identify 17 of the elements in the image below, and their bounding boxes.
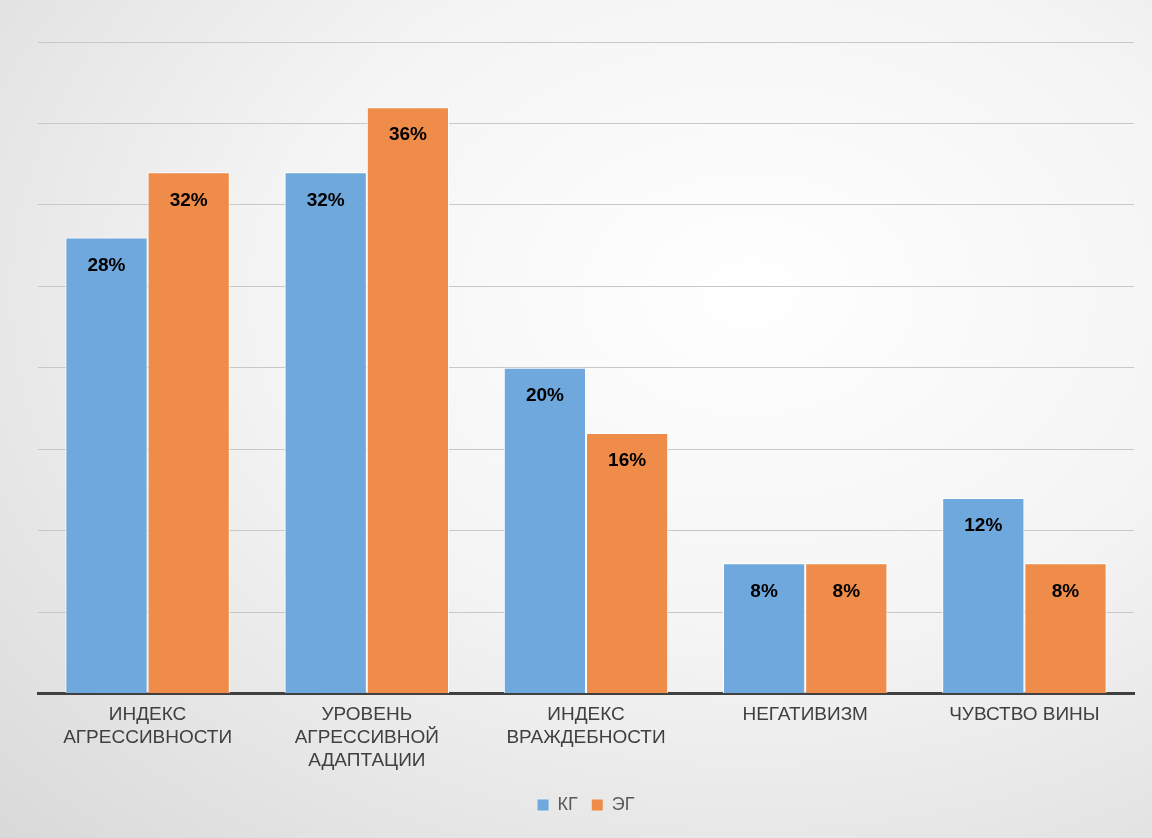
data-label: 12%	[964, 514, 1003, 536]
x-tick-label: ИНДЕКС АГРЕССИВНОСТИ	[63, 703, 233, 748]
data-label: 36%	[388, 123, 428, 145]
x-tick-label: ЧУВСТВО ВИНЫ	[949, 703, 1100, 725]
legend-label: ЭГ	[611, 793, 635, 814]
x-tick-label: УРОВЕНЬ АГРЕССИВНОЙ АДАПТАЦИИ	[294, 703, 439, 770]
data-label: 32%	[306, 188, 345, 210]
data-label: 20%	[525, 384, 565, 406]
data-label: 8%	[832, 579, 861, 601]
x-tick-label: ИНДЕКС ВРАЖДЕБНОСТИ	[506, 703, 666, 748]
data-label: 16%	[608, 449, 647, 471]
data-label: 8%	[750, 579, 778, 601]
data-label: 32%	[169, 188, 208, 210]
x-tick-label: НЕГАТИВИЗМ	[742, 703, 868, 725]
legend-label: КГ	[557, 793, 579, 814]
data-label: 8%	[1051, 579, 1080, 601]
data-label: 28%	[87, 253, 126, 275]
